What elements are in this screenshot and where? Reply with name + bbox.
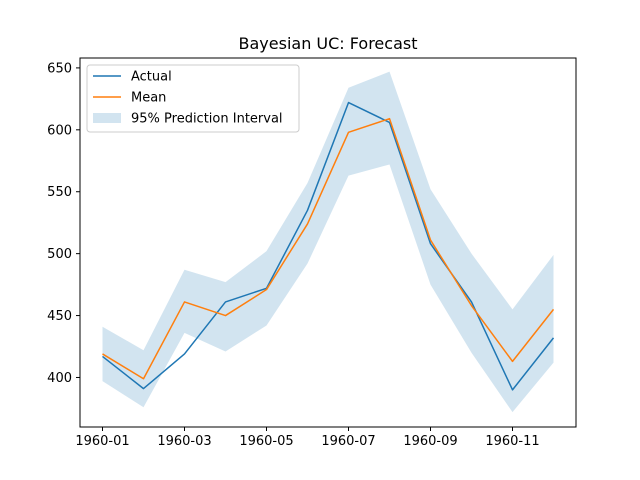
prediction-interval-band	[102, 71, 554, 413]
legend: Actual Mean 95% Prediction Interval	[86, 64, 300, 133]
x-tick-label: 1960-03	[157, 434, 211, 449]
plot-area	[102, 71, 555, 413]
x-tick-label: 1960-11	[485, 434, 539, 449]
axes-frame	[79, 57, 577, 428]
y-tick-label: 650	[47, 61, 72, 76]
axis-ticks: 1960-01 1960-03 1960-05 1960-07 1960-09 1960-…	[47, 61, 539, 449]
legend-swatch-interval	[93, 113, 121, 123]
x-tick-label: 1960-01	[75, 434, 129, 449]
legend-label-mean: Mean	[131, 91, 166, 106]
y-tick-label: 600	[47, 123, 72, 138]
legend-label-actual: Actual	[131, 70, 172, 85]
legend-label-interval: 95% Prediction Interval	[131, 112, 283, 127]
x-tick-label: 1960-09	[403, 434, 457, 449]
series-line-mean	[102, 117, 555, 380]
legend-box	[86, 64, 300, 133]
y-tick-label: 500	[47, 247, 72, 262]
chart-title: Bayesian UC: Forecast	[239, 34, 418, 53]
series-line-actual	[102, 101, 555, 391]
y-tick-label: 550	[47, 185, 72, 200]
y-tick-label: 450	[47, 309, 72, 324]
x-tick-label: 1960-05	[239, 434, 293, 449]
x-tick-label: 1960-07	[321, 434, 375, 449]
y-tick-label: 400	[47, 371, 72, 386]
